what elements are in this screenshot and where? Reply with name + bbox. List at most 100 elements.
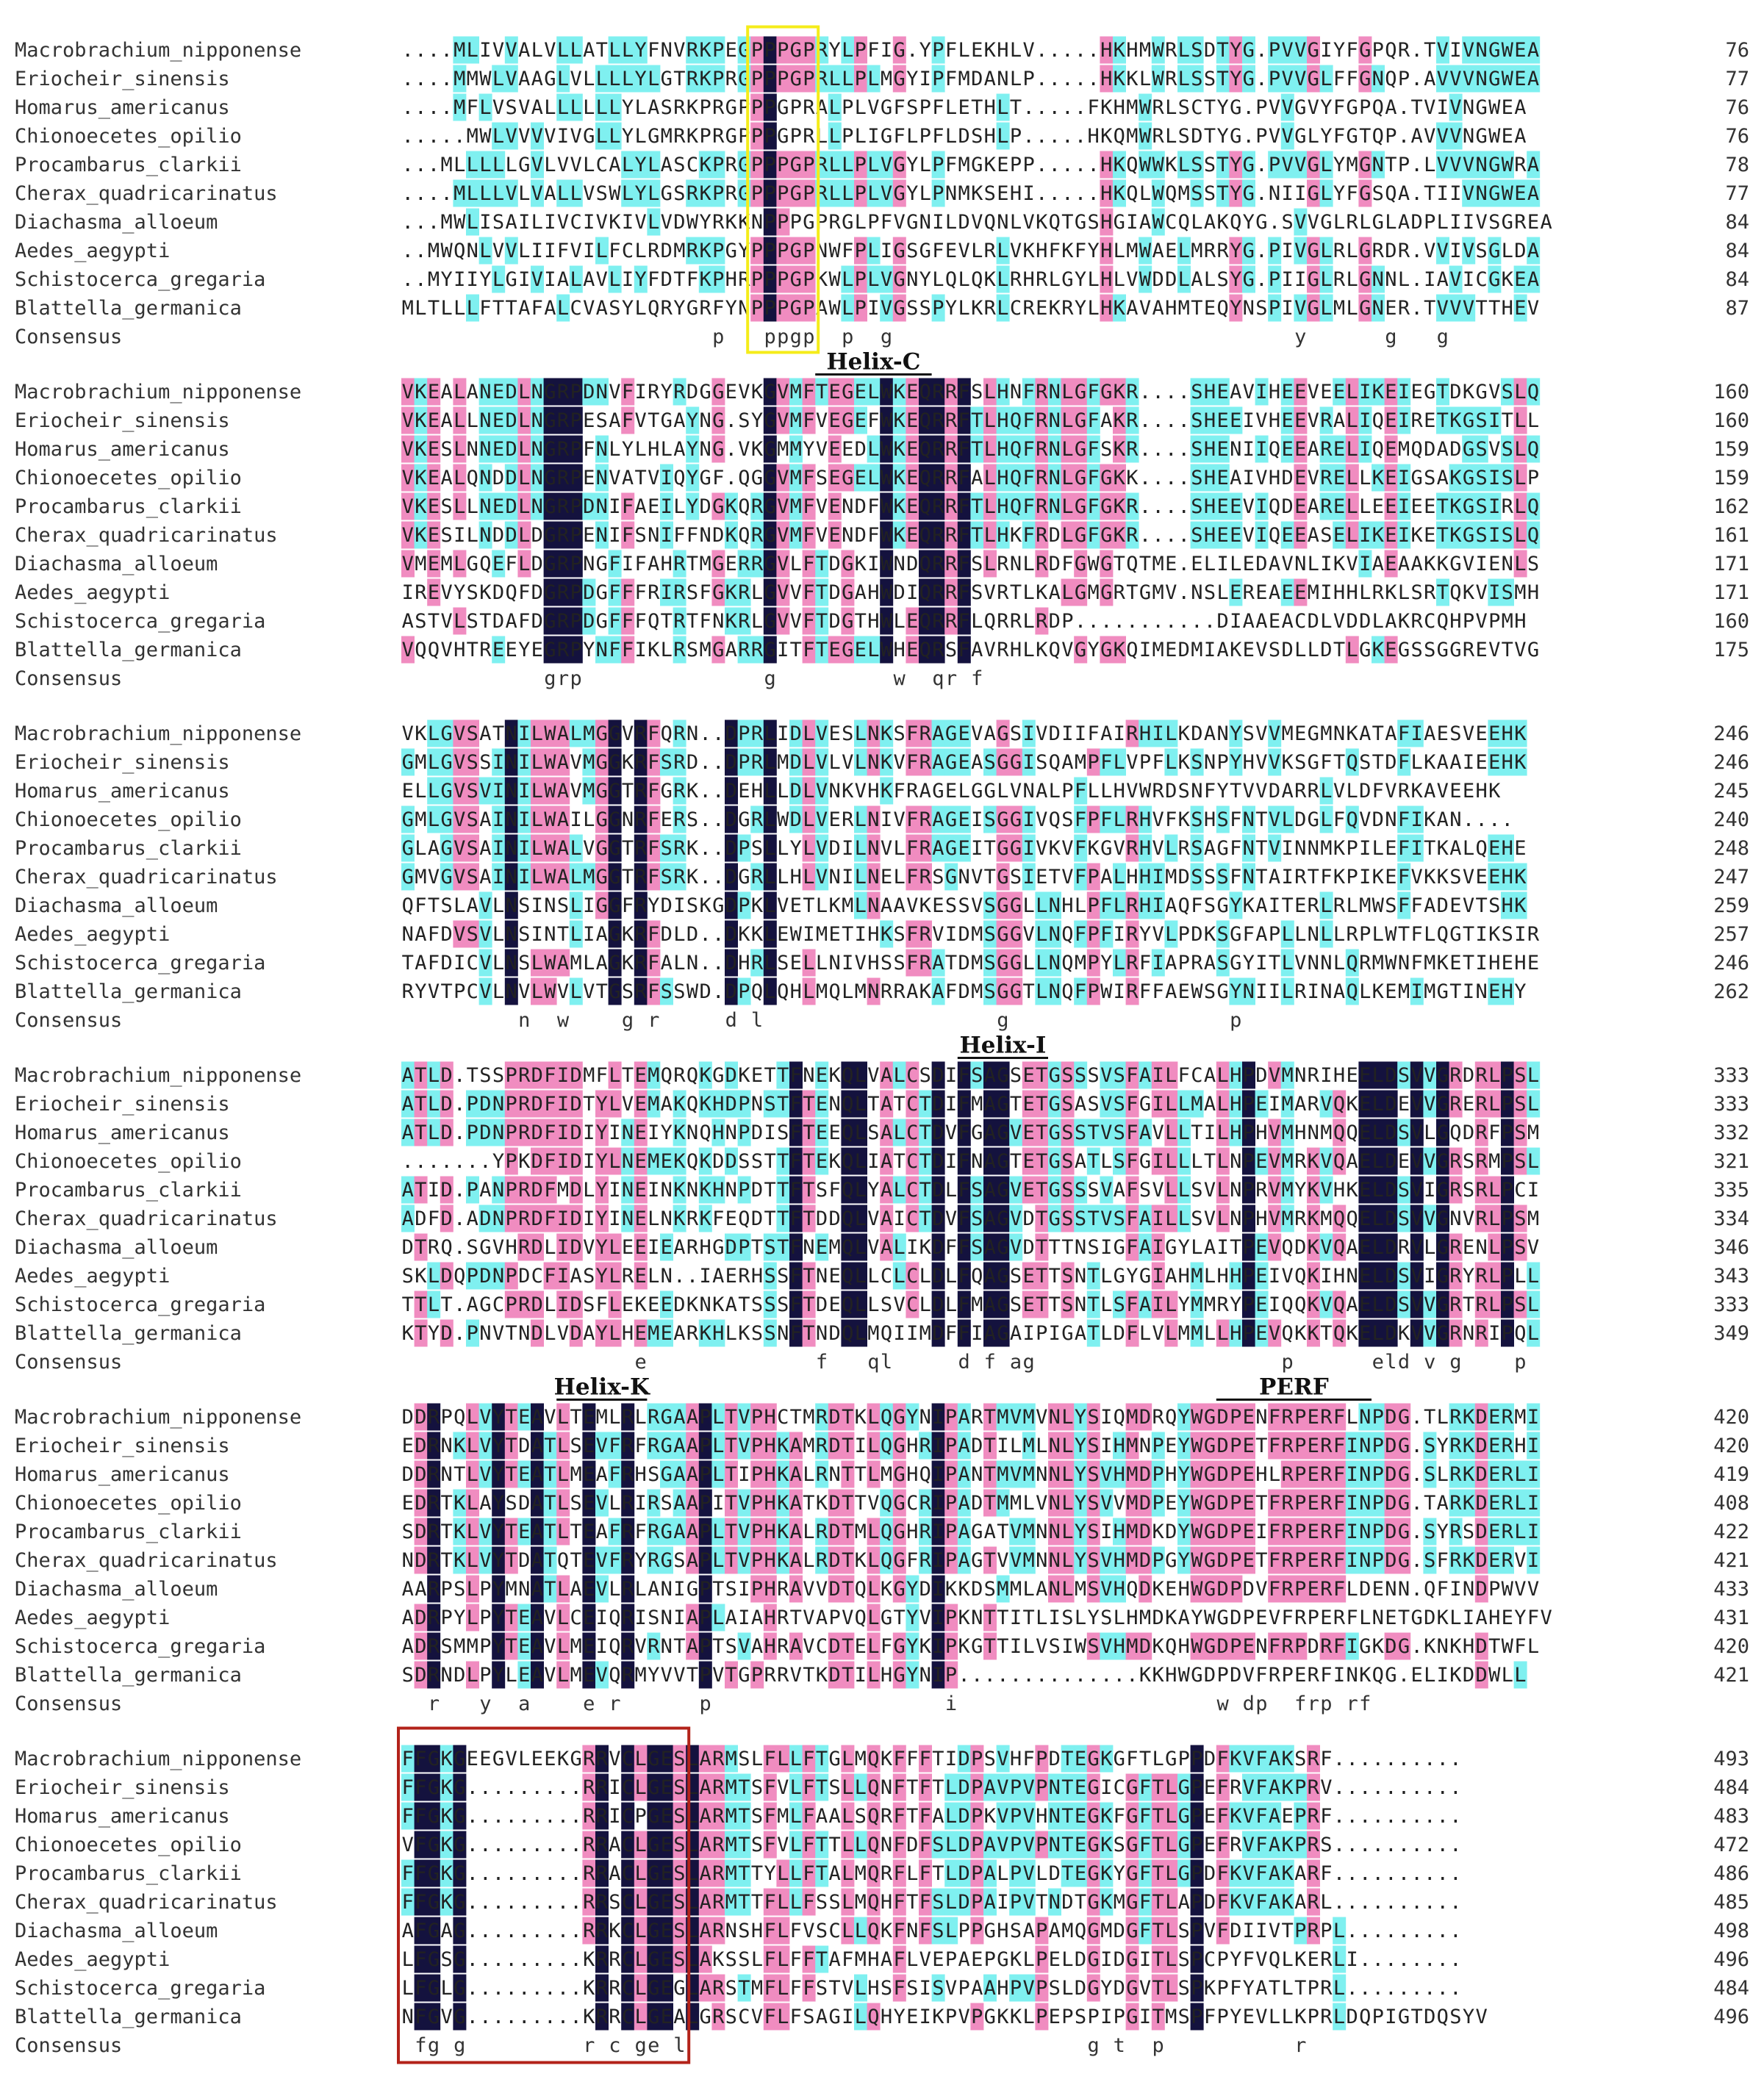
residue: S	[1372, 182, 1384, 205]
residue: N	[1230, 438, 1241, 461]
residue: G	[609, 780, 620, 803]
residue: L	[596, 96, 608, 119]
residue: N	[479, 495, 491, 518]
residue: S	[1216, 268, 1228, 291]
residue: V	[634, 409, 646, 432]
residue: R	[919, 808, 932, 831]
residue: L	[544, 96, 556, 119]
residue: P	[764, 96, 775, 119]
residue: W	[881, 581, 893, 604]
consensus-label: Consensus	[15, 326, 122, 348]
residue: G	[609, 751, 620, 774]
residue: L	[1359, 495, 1371, 518]
residue: V	[453, 722, 465, 745]
residue: E	[1281, 409, 1293, 432]
species-name: Homarus_americanus	[15, 780, 230, 803]
residue: P	[1269, 39, 1280, 62]
residue: S	[467, 866, 478, 889]
residue: V	[544, 39, 556, 62]
residue: L	[984, 438, 996, 461]
residue: V	[1126, 268, 1138, 291]
residue: F	[1061, 553, 1073, 575]
residue: .	[402, 240, 414, 262]
residue: L	[1061, 438, 1073, 461]
residue: G	[402, 837, 414, 860]
residue: N	[906, 268, 918, 291]
residue: A	[1204, 722, 1216, 745]
residue: K	[415, 524, 427, 547]
residue: W	[777, 808, 789, 831]
residue: D	[1178, 639, 1190, 661]
residue: K	[725, 610, 738, 633]
residue: F	[803, 581, 814, 604]
residue: F	[1230, 837, 1241, 860]
residue: .	[1165, 467, 1177, 489]
residue-shade	[841, 65, 855, 93]
consensus-residue: w	[893, 667, 906, 690]
residue: F	[803, 524, 814, 547]
residue-shade	[492, 65, 506, 93]
residue: .	[1049, 96, 1061, 119]
residue: P	[1269, 68, 1280, 90]
residue: K	[725, 581, 738, 604]
residue: W	[1502, 39, 1514, 62]
residue: C	[622, 240, 634, 262]
residue: K	[881, 722, 893, 745]
residue: M	[790, 438, 802, 461]
residue: R	[1036, 553, 1048, 575]
residue: A	[1527, 240, 1539, 262]
residue: K	[919, 894, 932, 917]
residue: S	[1061, 808, 1073, 831]
residue: H	[1087, 125, 1099, 148]
residue: A	[1437, 808, 1449, 831]
residue: L	[1178, 240, 1190, 262]
residue: N	[531, 381, 543, 403]
residue: I	[932, 211, 944, 234]
residue: T	[984, 837, 996, 860]
residue: .	[1049, 39, 1061, 62]
residue: L	[557, 96, 569, 119]
residue: Y	[686, 409, 698, 432]
residue: L	[867, 438, 879, 461]
residue: F	[1022, 438, 1034, 461]
residue: N	[505, 722, 517, 745]
residue: H	[1502, 722, 1513, 745]
residue: G	[402, 866, 414, 889]
residue: P	[751, 182, 763, 205]
residue: S	[971, 581, 983, 604]
residue: L	[453, 438, 465, 461]
residue: Q	[1269, 438, 1280, 461]
residue: S	[661, 96, 673, 119]
residue: F	[648, 780, 659, 803]
residue: S	[661, 837, 673, 860]
residue: E	[1385, 438, 1396, 461]
residue: L	[1308, 553, 1319, 575]
species-name: Schistocerca_gregaria	[15, 610, 265, 633]
residue: G	[609, 894, 620, 917]
consensus-residue: g	[764, 667, 775, 690]
residue: Q	[673, 467, 685, 489]
residue: C	[1165, 211, 1177, 234]
residue: G	[1075, 639, 1086, 661]
residue: L	[634, 96, 646, 119]
residue: D	[828, 553, 840, 575]
residue: R	[842, 808, 854, 831]
residue: I	[1152, 894, 1164, 917]
residue: E	[1514, 39, 1526, 62]
residue: P	[738, 722, 750, 745]
residue: I	[1359, 381, 1371, 403]
residue: P	[764, 182, 775, 205]
residue: M	[1346, 154, 1358, 176]
residue: V	[1281, 68, 1293, 90]
residue: L	[984, 467, 996, 489]
residue: V	[881, 837, 892, 860]
residue: G	[661, 68, 673, 90]
residue: G	[842, 639, 853, 661]
residue: G	[1488, 240, 1500, 262]
residue: Q	[1178, 211, 1190, 234]
residue: I	[1449, 182, 1461, 205]
residue: A	[1410, 553, 1422, 575]
residue: .	[1165, 610, 1177, 633]
residue: L	[453, 154, 465, 176]
residue: Y	[686, 438, 698, 461]
